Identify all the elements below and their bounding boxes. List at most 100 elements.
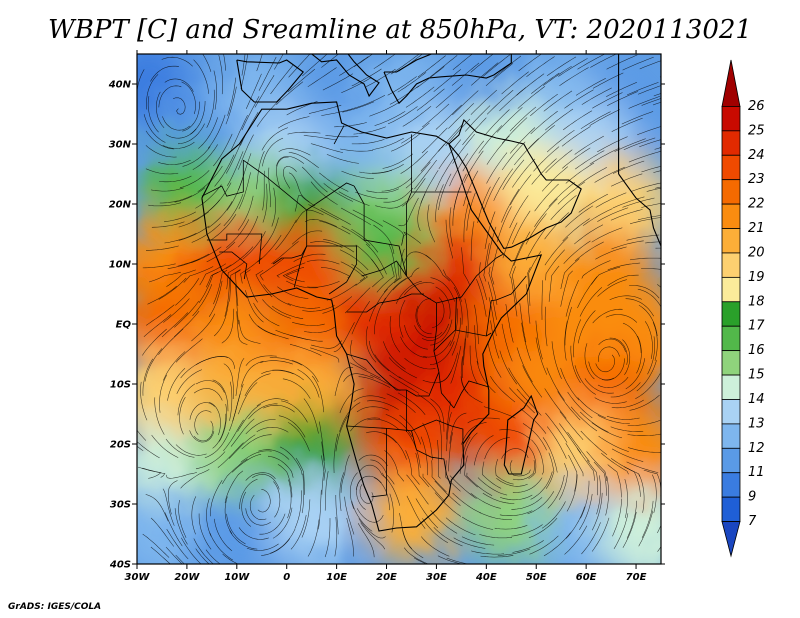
streamline [350,339,367,370]
streamline [181,537,202,564]
streamline [399,299,406,338]
colorbar-label: 15 [748,368,765,383]
streamline [564,306,572,346]
streamline [159,175,192,183]
streamline [401,122,430,144]
streamline [366,400,399,410]
streamline [452,492,481,514]
streamline [191,246,222,263]
streamline [374,354,401,379]
streamline [577,167,607,186]
streamline [237,195,254,231]
streamline [613,513,629,550]
streamline [383,187,414,203]
streamline [340,148,374,152]
streamline [340,207,372,226]
streamline [548,265,560,302]
streamline [597,207,629,222]
streamline [474,304,480,345]
streamline [383,432,407,460]
streamline [168,480,178,515]
streamline [371,259,384,288]
streamline [597,279,627,297]
streamline [310,340,342,349]
streamline [230,418,255,447]
y-tick-label: 30S [110,500,131,511]
streamline [446,557,470,564]
streamline [351,300,371,335]
colorbar-label: 9 [748,490,756,505]
streamline [237,403,261,432]
streamline [460,376,483,404]
streamline [531,72,560,94]
streamlines [137,54,661,564]
streamline [260,360,293,365]
streamline [570,406,598,432]
streamline [370,459,395,485]
streamline [241,491,252,527]
streamline [589,147,621,165]
streamline [339,402,361,432]
streamline [245,472,276,481]
country-border [433,303,455,409]
streamline [482,54,511,78]
streamline [462,117,487,146]
streamline [398,197,419,227]
streamline [146,304,175,326]
streamline [279,446,303,475]
streamline [159,195,193,204]
streamline [510,174,532,206]
streamline [509,387,535,414]
streamline [374,297,386,335]
colorbar-label: 23 [748,172,765,187]
streamline [164,78,194,92]
streamline [301,473,305,514]
streamline [195,184,222,209]
streamline [490,375,516,403]
coastline [448,119,582,250]
streamline [240,360,264,388]
streamline [162,488,175,526]
streamline [448,103,474,129]
streamline [158,159,191,165]
streamline [530,110,558,135]
colorbar-label: 7 [748,514,757,529]
streamline [195,451,226,470]
streamline [581,522,601,555]
streamline [238,134,254,170]
streamline [463,170,479,207]
streamline [214,154,235,187]
colorbar-label: 14 [748,392,765,407]
streamline [334,367,354,396]
streamline [406,474,429,505]
streamline [514,138,539,166]
streamline [488,266,498,305]
streamline [256,150,265,190]
streamline [235,284,239,325]
streamline [421,323,449,341]
streamline [644,321,653,359]
streamline [522,365,543,398]
streamline [137,441,160,459]
streamline [256,427,289,433]
streamline [381,177,413,192]
streamline [501,141,526,171]
streamline [545,452,555,489]
streamline [453,173,467,211]
streamline [308,204,339,221]
streamline [270,64,294,95]
streamline [324,518,331,558]
streamline [351,228,379,253]
streamline [142,358,154,396]
streamline [641,500,654,539]
streamline [240,257,262,284]
streamline [584,378,614,394]
streamline [596,475,601,515]
streamline [647,336,655,375]
country-border [361,260,407,277]
streamline [435,84,463,109]
streamline [575,150,605,170]
streamline [512,266,518,305]
streamline [601,452,629,475]
streamline [238,382,258,415]
